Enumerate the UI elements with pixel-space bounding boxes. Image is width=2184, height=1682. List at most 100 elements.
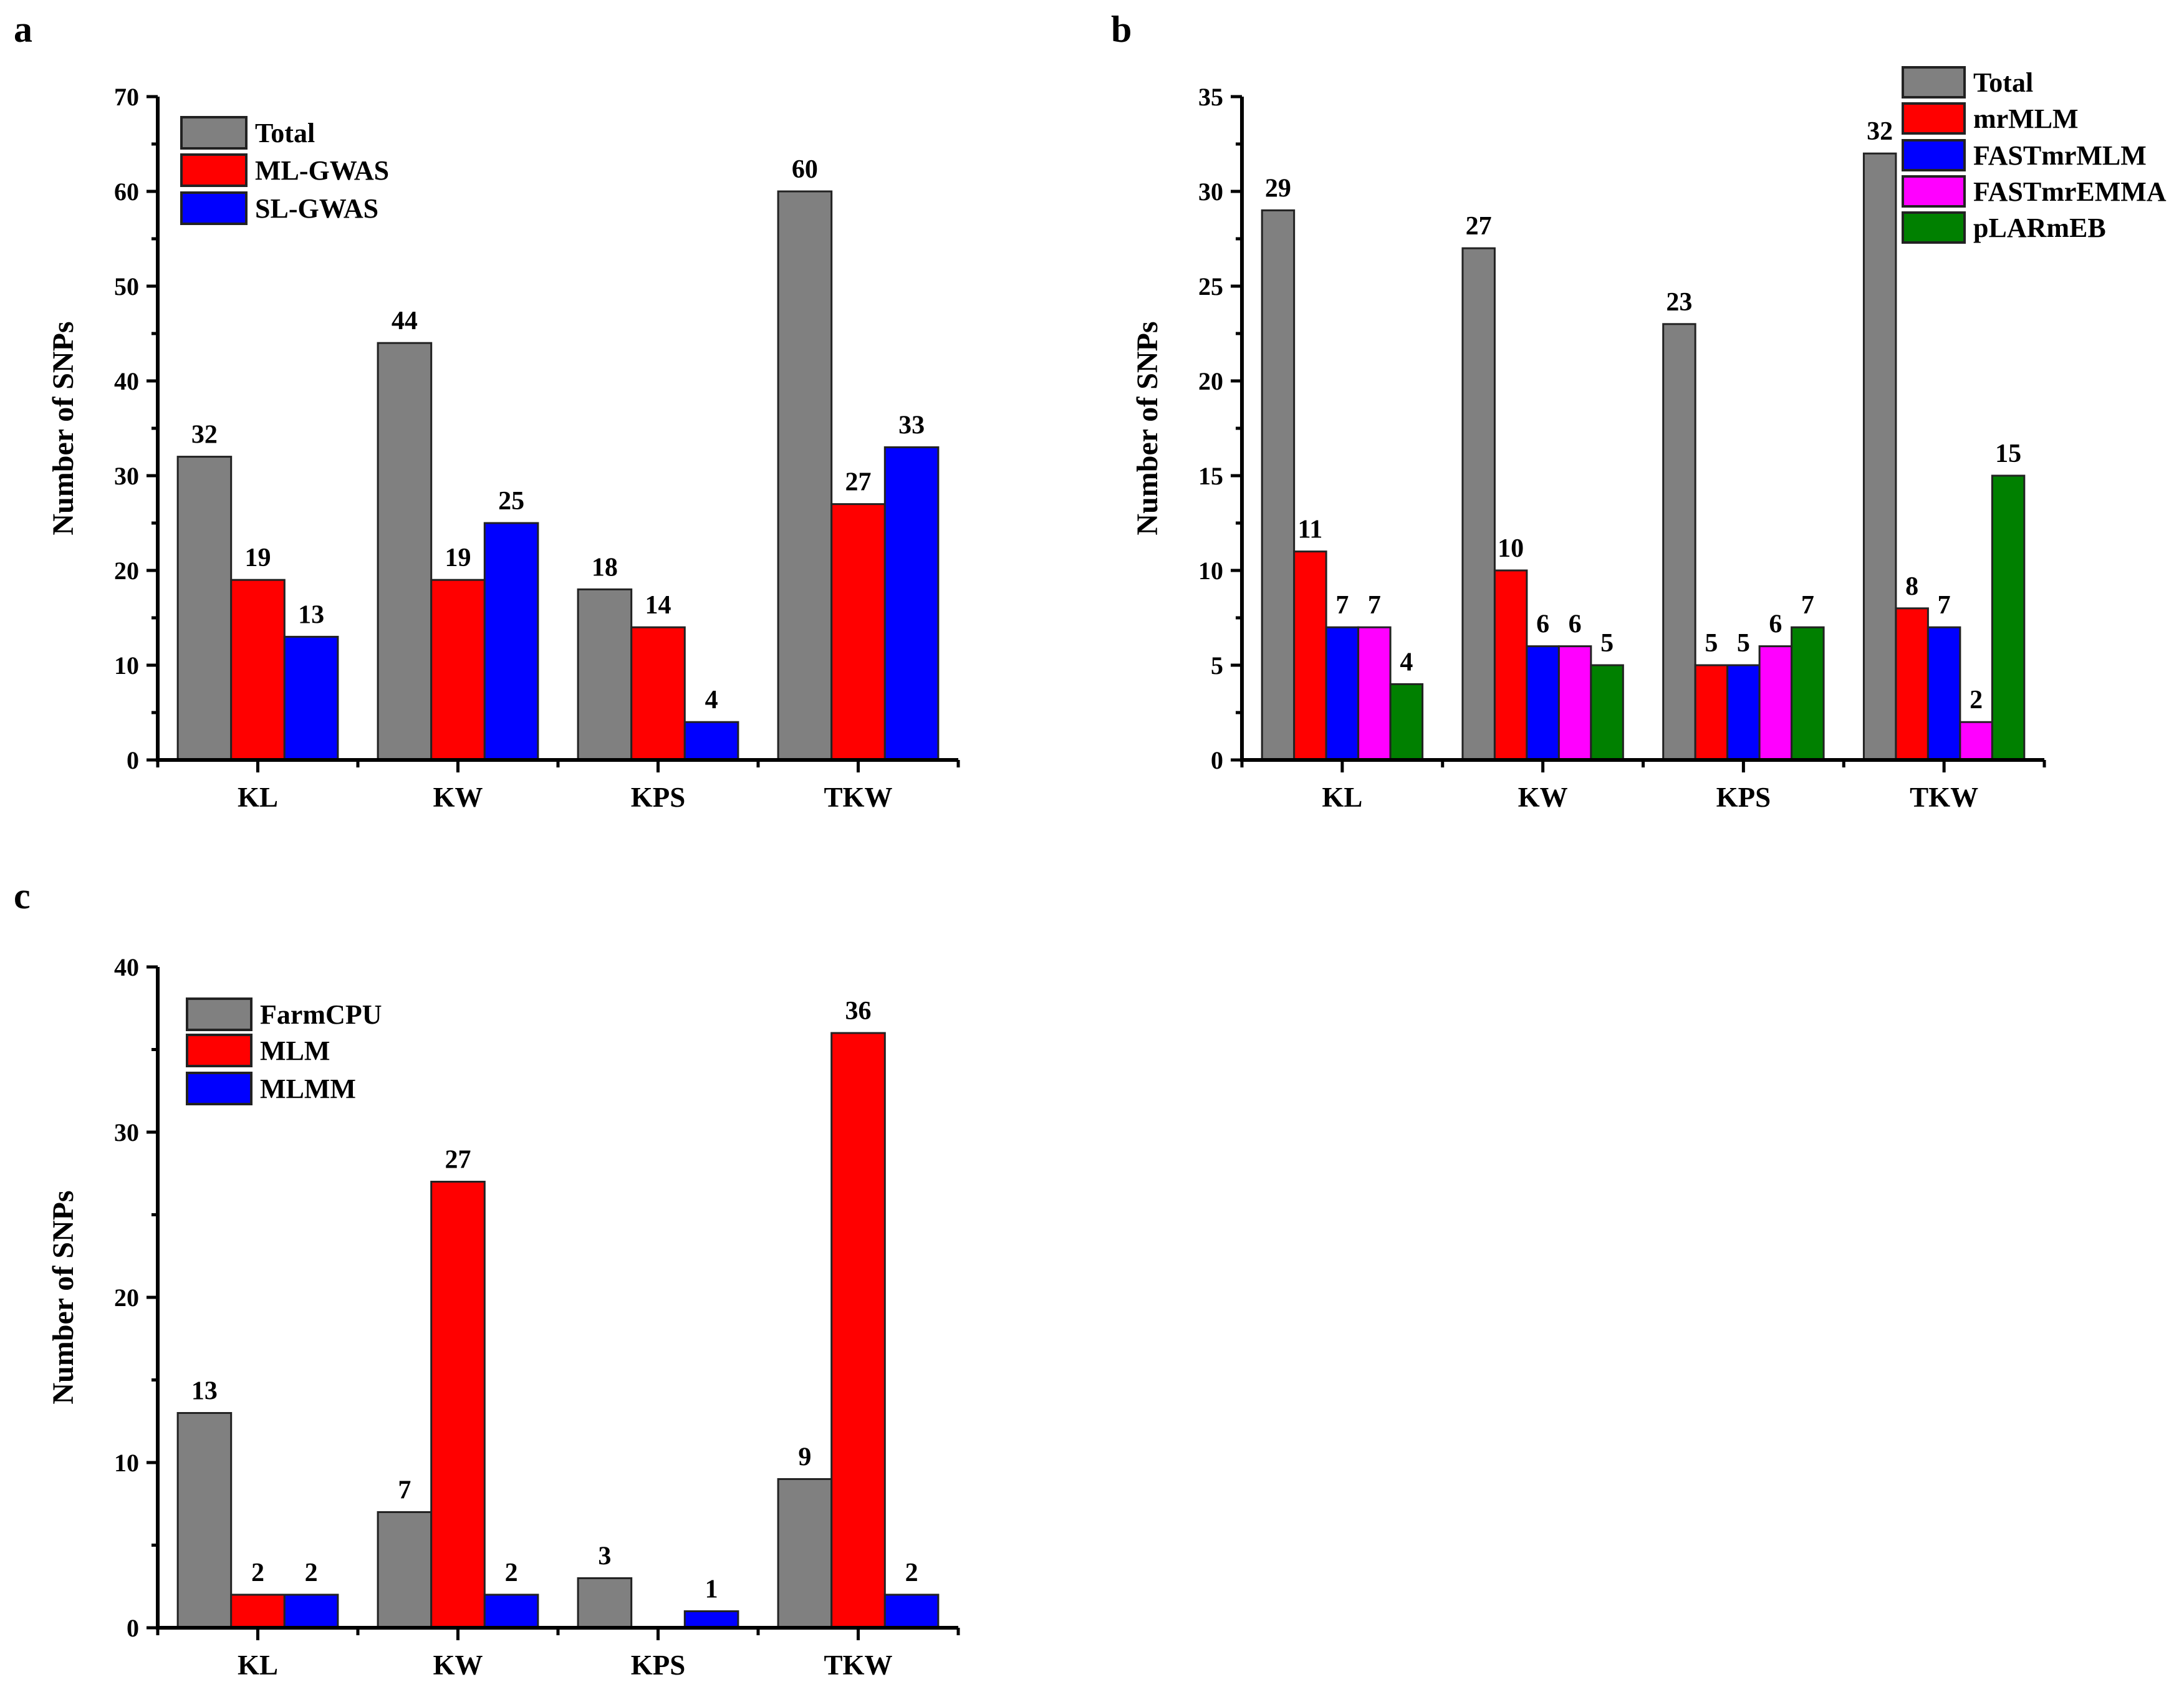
legend-swatch: [1902, 66, 1966, 99]
data-label: 2: [305, 1559, 318, 1587]
data-label: 32: [191, 421, 218, 449]
data-label: 32: [1867, 117, 1893, 146]
bar-ML-GWAS-KL: [230, 579, 286, 761]
bar-SL-GWAS-KPS: [683, 721, 739, 761]
legend-swatch: [1902, 139, 1966, 171]
bar-Total-KPS: [1662, 323, 1696, 761]
data-label: 2: [905, 1559, 918, 1587]
chart-panel-a: a 32 44 18 60 19 19 14 27 13 25 4 33 0 10 20 30 40 50 60 70 K…: [14, 9, 960, 813]
legend-label: ML-GWAS: [255, 155, 389, 186]
legend: FarmCPU MLM MLMM: [186, 997, 382, 1105]
legend-swatch: [180, 153, 248, 187]
x-tick-label: KL: [238, 1650, 278, 1681]
bar-FASTmrMLM-TKW: [1927, 626, 1961, 761]
data-label: 4: [705, 686, 718, 714]
bar-FASTmrMLM-KL: [1325, 626, 1360, 761]
x-tick-label: KW: [1518, 782, 1568, 813]
legend-label: FASTmrMLM: [1973, 140, 2147, 171]
x-tick-label: KW: [433, 1650, 483, 1681]
bar-FASTmrEMMA-KL: [1357, 626, 1392, 761]
y-axis-label: Number of SNPs: [47, 1190, 80, 1404]
data-label: 27: [445, 1146, 471, 1175]
x-tick-label: KL: [1322, 782, 1362, 813]
y-tick-label: 10: [1198, 557, 1223, 585]
bar-SL-GWAS-KW: [483, 522, 539, 761]
x-tick-label: KL: [238, 782, 278, 813]
data-label: 6: [1569, 610, 1582, 639]
data-label: 29: [1265, 174, 1291, 203]
data-label: 15: [1995, 440, 2021, 468]
data-label: 23: [1666, 288, 1692, 317]
x-tick-label: TKW: [1910, 782, 1978, 813]
y-tick-label: 10: [114, 1449, 139, 1477]
bar-ML-GWAS-KPS: [630, 626, 686, 761]
data-label: 25: [498, 487, 524, 516]
y-tick-label: 30: [1198, 178, 1223, 206]
y-tick-label: 20: [1198, 367, 1223, 395]
y-tick-label: 30: [114, 462, 139, 490]
y-tick-label: 60: [114, 178, 139, 206]
data-label: 4: [1400, 648, 1413, 676]
bar-MLMM-KPS: [683, 1610, 739, 1629]
bar-Total-KL: [1261, 209, 1296, 761]
data-label: 7: [1801, 591, 1814, 620]
y-tick-label: 25: [1198, 272, 1223, 300]
bar-FASTmrEMMA-TKW: [1959, 721, 1993, 761]
data-label: 19: [445, 544, 471, 572]
data-label: 1: [705, 1575, 718, 1604]
bar-MLM-KL: [230, 1593, 286, 1629]
data-label: 33: [898, 411, 925, 440]
bar-MLMM-KL: [283, 1593, 339, 1629]
bar-FASTmrEMMA-KPS: [1758, 645, 1793, 761]
data-label: 11: [1298, 516, 1323, 544]
data-label: 6: [1769, 610, 1782, 639]
data-label: 5: [1737, 629, 1750, 658]
data-label: 7: [1335, 591, 1349, 620]
data-label: 5: [1600, 629, 1614, 658]
y-tick-label: 15: [1198, 462, 1223, 490]
y-tick-label: 10: [114, 651, 139, 680]
bar-Total-KW: [377, 342, 433, 761]
bar-FASTmrEMMA-KW: [1557, 645, 1592, 761]
legend: Total mrMLM FASTmrMLM FASTmrEMMA pLARmEB: [1902, 66, 2167, 244]
legend-label: FarmCPU: [260, 999, 382, 1030]
y-tick-label: 30: [114, 1118, 139, 1146]
bar-mrMLM-TKW: [1895, 607, 1929, 761]
data-label: 14: [645, 591, 671, 620]
legend-label: Total: [1973, 67, 2033, 98]
data-label: 19: [245, 544, 271, 572]
bar-MLM-KW: [430, 1181, 486, 1629]
data-label: 7: [1368, 591, 1381, 620]
data-label: 27: [1466, 212, 1492, 241]
panel-label: a: [14, 9, 32, 50]
y-tick-label: 5: [1211, 651, 1223, 680]
x-tick-label: TKW: [824, 1650, 892, 1681]
panel-label: c: [14, 875, 31, 916]
bar-pLARmEB-KL: [1389, 683, 1424, 761]
bar-mrMLM-KL: [1293, 550, 1327, 761]
bar-FASTmrMLM-KPS: [1726, 664, 1761, 761]
bar-Total-TKW: [1862, 152, 1897, 761]
legend-swatch: [180, 191, 248, 225]
bar-FarmCPU-KL: [176, 1412, 233, 1629]
legend-swatch: [186, 997, 253, 1031]
x-tick-label: KW: [433, 782, 483, 813]
legend-label: MLMM: [260, 1074, 356, 1104]
data-label: 18: [592, 553, 618, 582]
bar-SL-GWAS-TKW: [883, 446, 940, 761]
y-tick-label: 35: [1198, 83, 1223, 111]
data-label: 2: [251, 1559, 264, 1587]
y-tick-label: 20: [114, 557, 139, 585]
data-label: 6: [1536, 610, 1549, 639]
y-axis-label: Number of SNPs: [47, 321, 80, 535]
bar-pLARmEB-KW: [1590, 664, 1624, 761]
data-label: 27: [845, 468, 872, 497]
legend: Total ML-GWAS SL-GWAS: [180, 116, 389, 225]
legend-swatch: [180, 116, 248, 150]
data-label: 44: [392, 307, 418, 335]
bar-MLMM-TKW: [883, 1593, 940, 1629]
y-axis-label: Number of SNPs: [1131, 321, 1164, 535]
data-label: 3: [598, 1542, 611, 1571]
panel-label: b: [1111, 9, 1132, 50]
